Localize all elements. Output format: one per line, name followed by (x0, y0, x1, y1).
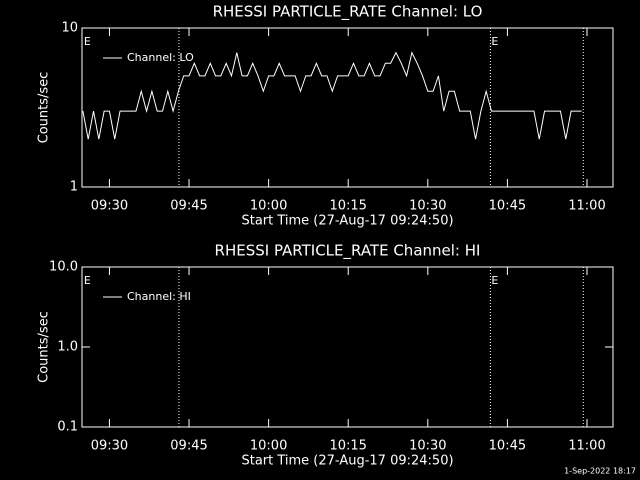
x-tick-label: 10:15 (329, 199, 366, 214)
x-tick-label: 10:45 (489, 439, 526, 454)
x-axis-label: Start Time (27-Aug-17 09:24:50) (241, 454, 453, 469)
x-tick-label: 10:15 (329, 439, 366, 454)
footer: 1-Sep-2022 18:17 (564, 467, 636, 476)
x-tick-label: 10:00 (250, 199, 287, 214)
legend-label: Channel: HI (127, 290, 191, 303)
y-tick-label: 1 (70, 180, 78, 195)
y-tick-label: 10.0 (49, 260, 78, 275)
y-axis-label: Counts/sec (37, 311, 52, 383)
y-tick-label: 1.0 (57, 340, 78, 355)
x-tick-label: 09:45 (170, 439, 207, 454)
flag-label: E (491, 274, 498, 287)
y-tick-label: 0.1 (57, 420, 78, 435)
x-tick-label: 10:30 (409, 199, 446, 214)
chart-title: RHESSI PARTICLE_RATE Channel: HI (215, 242, 481, 261)
x-tick-label: 09:45 (170, 199, 207, 214)
y-tick-label: 10 (61, 21, 78, 36)
flag-label: E (491, 35, 498, 48)
x-tick-label: 10:30 (409, 439, 446, 454)
chart-title: RHESSI PARTICLE_RATE Channel: LO (213, 3, 483, 22)
x-axis-label: Start Time (27-Aug-17 09:24:50) (241, 214, 453, 229)
x-tick-label: 11:00 (568, 439, 605, 454)
x-tick-label: 10:45 (489, 199, 526, 214)
y-axis-label: Counts/sec (37, 72, 52, 144)
plot-frame (81, 27, 614, 188)
legend-label: Channel: LO (127, 51, 194, 64)
flag-label: E (84, 35, 91, 48)
x-tick-label: 09:30 (91, 439, 128, 454)
x-tick-label: 09:30 (91, 199, 128, 214)
x-tick-label: 10:00 (250, 439, 287, 454)
x-tick-label: 11:00 (568, 199, 605, 214)
flag-label: E (84, 274, 91, 287)
data-line (82, 51, 582, 140)
